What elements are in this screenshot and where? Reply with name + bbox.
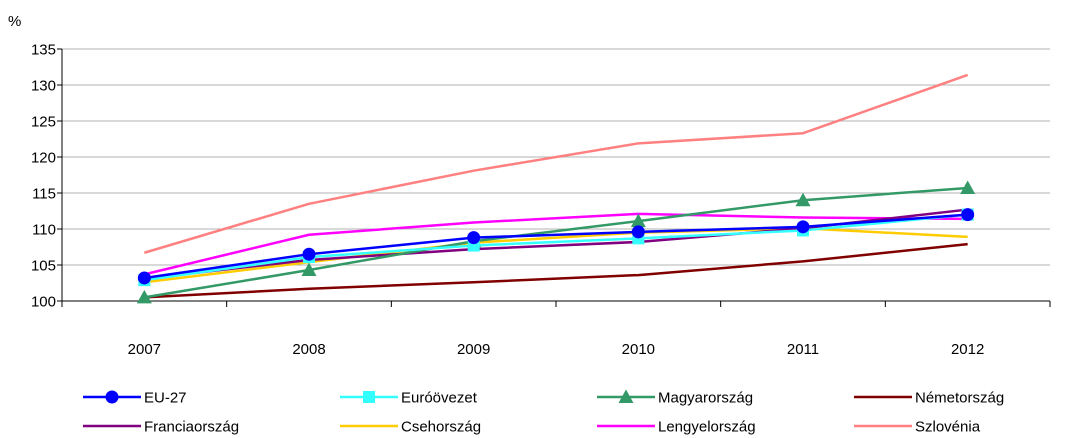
series-line bbox=[144, 227, 968, 284]
legend-label: Szlovénia bbox=[915, 419, 981, 436]
y-tick-label: 105 bbox=[31, 258, 56, 275]
x-tick-label: 2010 bbox=[622, 341, 655, 358]
series-EU-27 bbox=[137, 208, 975, 285]
legend-label: Magyarország bbox=[658, 390, 753, 407]
x-tick-label: 2007 bbox=[128, 341, 161, 358]
data-point bbox=[796, 220, 810, 234]
y-tick-label: 115 bbox=[32, 186, 56, 203]
y-tick-label: 100 bbox=[31, 294, 56, 311]
legend-label: Lengyelország bbox=[658, 419, 756, 436]
legend-item: EU-27 bbox=[83, 390, 187, 407]
y-tick-label: 110 bbox=[32, 222, 56, 239]
data-point bbox=[795, 192, 811, 207]
x-tick-label: 2008 bbox=[292, 341, 325, 358]
y-tick-labels: 100 105 110 115 120 125 130 135 bbox=[31, 42, 56, 311]
series-line bbox=[144, 242, 968, 299]
legend-item: Franciaország bbox=[83, 419, 239, 436]
legend-item: Lengyelország bbox=[597, 419, 756, 436]
legend-label: Csehország bbox=[401, 419, 481, 436]
y-tick-label: 135 bbox=[31, 42, 56, 59]
data-point bbox=[630, 213, 646, 228]
x-tick-labels: 2007 2008 2009 2010 2011 2012 bbox=[128, 341, 985, 358]
legend-item: Szlovénia bbox=[854, 419, 981, 436]
legend-label: Franciaország bbox=[144, 419, 239, 436]
series-line bbox=[144, 213, 968, 280]
series-lines bbox=[136, 73, 976, 304]
series-line bbox=[144, 186, 968, 299]
data-point bbox=[631, 225, 645, 239]
series-line bbox=[144, 213, 968, 282]
series-Németország bbox=[144, 242, 968, 299]
legend-item: Németország bbox=[854, 390, 1004, 407]
data-point bbox=[301, 262, 317, 277]
series-line bbox=[144, 212, 968, 276]
y-tick-label: 120 bbox=[31, 150, 56, 167]
legend-item: Magyarország bbox=[597, 389, 753, 407]
series-Csehország bbox=[144, 227, 968, 284]
data-point bbox=[618, 389, 634, 403]
x-tick-label: 2011 bbox=[787, 341, 819, 358]
legend-item: Euróövezet bbox=[340, 390, 478, 407]
data-point bbox=[302, 247, 316, 261]
data-point bbox=[961, 208, 975, 222]
series-Lengyelország bbox=[144, 212, 968, 276]
y-tick-label: 130 bbox=[31, 78, 56, 95]
series-Szlovénia bbox=[143, 73, 969, 254]
data-point bbox=[960, 180, 976, 194]
legend-label: EU-27 bbox=[144, 390, 187, 407]
data-point bbox=[137, 271, 151, 285]
series-Euróövezet bbox=[138, 208, 974, 287]
y-axis-unit-label: % bbox=[8, 13, 21, 30]
data-point bbox=[105, 390, 119, 404]
x-tick-label: 2009 bbox=[457, 341, 490, 358]
series-line bbox=[143, 73, 969, 254]
data-point bbox=[136, 289, 152, 304]
axes bbox=[57, 48, 1051, 307]
legend-label: Németország bbox=[915, 390, 1004, 407]
data-point bbox=[363, 391, 375, 403]
x-tick-label: 2012 bbox=[951, 341, 984, 358]
legend: EU-27 Euróövezet Magyarország Németország Fr… bbox=[83, 389, 1004, 436]
legend-item: Csehország bbox=[340, 419, 481, 436]
y-tick-label: 125 bbox=[31, 114, 56, 131]
legend-label: Euróövezet bbox=[401, 390, 478, 407]
data-point bbox=[467, 231, 481, 245]
